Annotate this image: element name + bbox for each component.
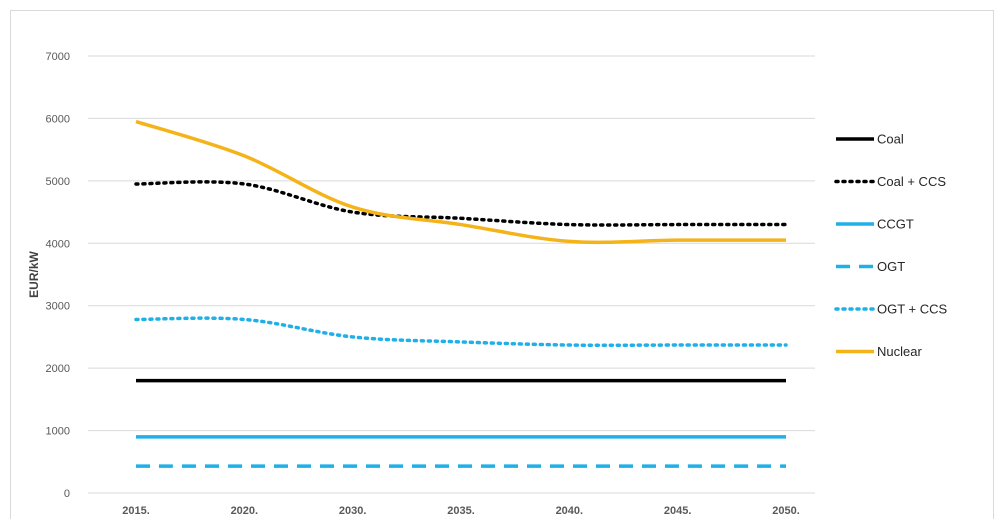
- gridlines: [88, 55, 815, 494]
- series-line-nuclear: [135, 119, 787, 245]
- x-tick-label: 2015.: [122, 505, 150, 517]
- y-tick-label: 0: [64, 488, 70, 500]
- legend-item-coal: Coal: [836, 132, 904, 147]
- legend-label: Coal + CCS: [877, 174, 946, 189]
- y-tick-label: 7000: [46, 51, 70, 63]
- x-tick-label: 2045.: [664, 505, 692, 517]
- series-line-coal-ccs: [134, 180, 788, 227]
- x-tick-label: 2050.: [772, 505, 800, 517]
- chart-frame: [10, 10, 994, 519]
- legend-item-ogt: OGT: [836, 259, 905, 274]
- x-tick-label: 2020.: [231, 505, 259, 517]
- x-tick-label: 2035.: [447, 505, 475, 517]
- legend-label: Coal: [877, 132, 904, 147]
- series-lines: [134, 119, 788, 468]
- y-tick-label: 6000: [46, 113, 70, 125]
- legend-item-coal-ccs: Coal + CCS: [834, 174, 946, 189]
- legend-item-nuclear: Nuclear: [836, 344, 922, 359]
- legend-label: CCGT: [877, 217, 914, 232]
- legend: Coal Coal + CCS CCGT OGT OGT + CCS Nuclear: [834, 132, 948, 359]
- y-axis-ticks: 0 1000 2000 3000 4000 5000 6000 7000: [46, 51, 70, 500]
- y-tick-label: 1000: [46, 426, 70, 438]
- y-tick-label: 2000: [46, 363, 70, 375]
- legend-label: OGT: [877, 259, 905, 274]
- x-axis-ticks: 2015. 2020. 2030. 2035. 2040. 2045. 2050.: [122, 505, 800, 517]
- x-tick-label: 2030.: [339, 505, 367, 517]
- legend-item-ccgt: CCGT: [836, 217, 914, 232]
- series-line-ogt-ccs: [134, 316, 788, 348]
- y-tick-label: 5000: [46, 176, 70, 188]
- legend-label: Nuclear: [877, 344, 922, 359]
- y-tick-label: 3000: [46, 301, 70, 313]
- legend-label: OGT + CCS: [877, 302, 948, 317]
- x-tick-label: 2040.: [556, 505, 584, 517]
- y-axis-title: EUR/kW: [27, 250, 41, 297]
- legend-item-ogt-ccs: OGT + CCS: [834, 302, 948, 317]
- y-tick-label: 4000: [46, 238, 70, 250]
